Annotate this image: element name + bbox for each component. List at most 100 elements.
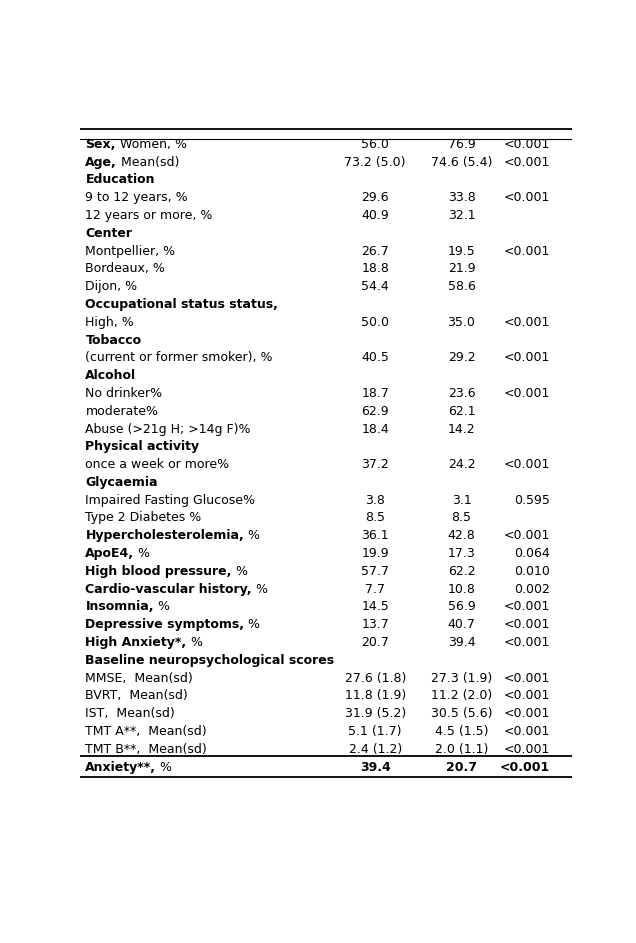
Text: 12 years or more, %: 12 years or more, %	[85, 209, 213, 222]
Text: %: %	[156, 760, 172, 773]
Text: 54.4: 54.4	[361, 280, 389, 293]
Text: <0.001: <0.001	[504, 707, 550, 720]
Text: once a week or more%: once a week or more%	[85, 458, 230, 472]
Text: BVRT,  Mean(sd): BVRT, Mean(sd)	[85, 689, 188, 703]
Text: 33.8: 33.8	[448, 191, 475, 205]
Text: Education: Education	[85, 174, 155, 187]
Text: <0.001: <0.001	[504, 636, 550, 649]
Text: 42.8: 42.8	[448, 529, 475, 542]
Text: 8.5: 8.5	[452, 511, 471, 524]
Text: Occupational status status,: Occupational status status,	[85, 298, 279, 311]
Text: 0.002: 0.002	[515, 583, 550, 596]
Text: 56.0: 56.0	[361, 138, 389, 151]
Text: 0.010: 0.010	[515, 565, 550, 578]
Text: Abuse (>21g H; >14g F)%: Abuse (>21g H; >14g F)%	[85, 422, 251, 436]
Text: <0.001: <0.001	[504, 743, 550, 755]
Text: High Anxiety*,: High Anxiety*,	[85, 636, 186, 649]
Text: Type 2 Diabetes %: Type 2 Diabetes %	[85, 511, 202, 524]
Text: <0.001: <0.001	[500, 760, 550, 773]
Text: 35.0: 35.0	[448, 316, 476, 329]
Text: Dijon, %: Dijon, %	[85, 280, 137, 293]
Text: 39.4: 39.4	[448, 636, 475, 649]
Text: Glycaemia: Glycaemia	[85, 476, 158, 488]
Text: 62.1: 62.1	[448, 405, 475, 418]
Text: 39.4: 39.4	[360, 760, 391, 773]
Text: Age,: Age,	[85, 156, 117, 169]
Text: <0.001: <0.001	[504, 619, 550, 631]
Text: ApoE4,: ApoE4,	[85, 547, 134, 560]
Text: Baseline neuropsychological scores: Baseline neuropsychological scores	[85, 653, 335, 667]
Text: <0.001: <0.001	[504, 156, 550, 169]
Text: 31.9 (5.2): 31.9 (5.2)	[345, 707, 406, 720]
Text: 9 to 12 years, %: 9 to 12 years, %	[85, 191, 188, 205]
Text: 11.8 (1.9): 11.8 (1.9)	[345, 689, 406, 703]
Text: <0.001: <0.001	[504, 458, 550, 472]
Text: 58.6: 58.6	[448, 280, 476, 293]
Text: 62.9: 62.9	[361, 405, 389, 418]
Text: 30.5 (5.6): 30.5 (5.6)	[431, 707, 492, 720]
Text: 19.5: 19.5	[448, 244, 475, 257]
Text: Hypercholesterolemia,: Hypercholesterolemia,	[85, 529, 244, 542]
Text: 40.5: 40.5	[361, 352, 389, 364]
Text: 32.1: 32.1	[448, 209, 475, 222]
Text: 11.2 (2.0): 11.2 (2.0)	[431, 689, 492, 703]
Text: 74.6 (5.4): 74.6 (5.4)	[431, 156, 492, 169]
Text: 0.595: 0.595	[515, 494, 550, 506]
Text: 56.9: 56.9	[448, 601, 475, 613]
Text: 14.5: 14.5	[361, 601, 389, 613]
Text: 13.7: 13.7	[361, 619, 389, 631]
Text: %: %	[244, 529, 260, 542]
Text: High blood pressure,: High blood pressure,	[85, 565, 232, 578]
Text: Montpellier, %: Montpellier, %	[85, 244, 176, 257]
Text: Mean(sd): Mean(sd)	[117, 156, 179, 169]
Text: 73.2 (5.0): 73.2 (5.0)	[345, 156, 406, 169]
Text: Tobacco: Tobacco	[85, 334, 142, 347]
Text: 23.6: 23.6	[448, 387, 475, 400]
Text: <0.001: <0.001	[504, 191, 550, 205]
Text: moderate%: moderate%	[85, 405, 158, 418]
Text: <0.001: <0.001	[504, 529, 550, 542]
Text: <0.001: <0.001	[504, 671, 550, 685]
Text: 40.7: 40.7	[448, 619, 476, 631]
Text: TMT A**,  Mean(sd): TMT A**, Mean(sd)	[85, 725, 207, 738]
Text: 3.8: 3.8	[365, 494, 385, 506]
Text: %: %	[186, 636, 202, 649]
Text: <0.001: <0.001	[504, 138, 550, 151]
Text: 3.1: 3.1	[452, 494, 471, 506]
Text: 2.0 (1.1): 2.0 (1.1)	[435, 743, 488, 755]
Text: 19.9: 19.9	[361, 547, 389, 560]
Text: %: %	[154, 601, 170, 613]
Text: Women, %: Women, %	[116, 138, 187, 151]
Text: 29.6: 29.6	[361, 191, 389, 205]
Text: 18.4: 18.4	[361, 422, 389, 436]
Text: Depressive symptoms,: Depressive symptoms,	[85, 619, 244, 631]
Text: 7.7: 7.7	[365, 583, 385, 596]
Text: Cardio-vascular history,: Cardio-vascular history,	[85, 583, 252, 596]
Text: 10.8: 10.8	[448, 583, 476, 596]
Text: No drinker%: No drinker%	[85, 387, 163, 400]
Text: Impaired Fasting Glucose%: Impaired Fasting Glucose%	[85, 494, 256, 506]
Text: 8.5: 8.5	[365, 511, 385, 524]
Text: %: %	[244, 619, 260, 631]
Text: 62.2: 62.2	[448, 565, 475, 578]
Text: IST,  Mean(sd): IST, Mean(sd)	[85, 707, 175, 720]
Text: 40.9: 40.9	[361, 209, 389, 222]
Text: <0.001: <0.001	[504, 387, 550, 400]
Text: %: %	[252, 583, 268, 596]
Text: 29.2: 29.2	[448, 352, 475, 364]
Text: <0.001: <0.001	[504, 601, 550, 613]
Text: Physical activity: Physical activity	[85, 440, 200, 454]
Text: 27.3 (1.9): 27.3 (1.9)	[431, 671, 492, 685]
Text: 37.2: 37.2	[361, 458, 389, 472]
Text: 18.8: 18.8	[361, 262, 389, 275]
Text: Center: Center	[85, 227, 132, 240]
Text: 50.0: 50.0	[361, 316, 389, 329]
Text: 2.4 (1.2): 2.4 (1.2)	[349, 743, 402, 755]
Text: <0.001: <0.001	[504, 725, 550, 738]
Text: 24.2: 24.2	[448, 458, 475, 472]
Text: Insomnia,: Insomnia,	[85, 601, 154, 613]
Text: 20.7: 20.7	[446, 760, 477, 773]
Text: Bordeaux, %: Bordeaux, %	[85, 262, 165, 275]
Text: 5.1 (1.7): 5.1 (1.7)	[349, 725, 402, 738]
Text: <0.001: <0.001	[504, 244, 550, 257]
